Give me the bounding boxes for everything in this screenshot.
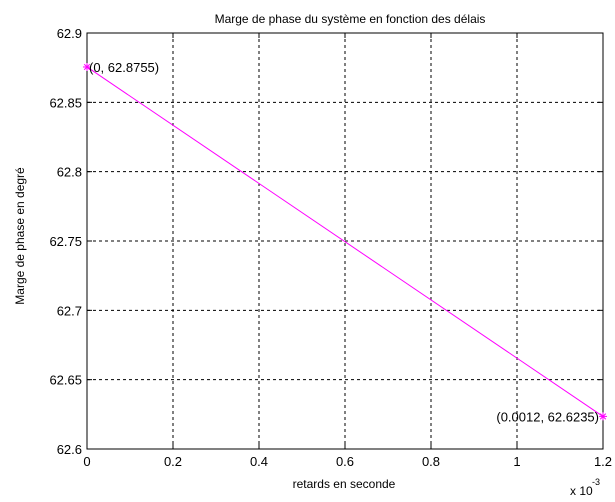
x-axis-multiplier: x 10 [570,484,593,497]
x-tick-label: 0.2 [164,454,182,469]
annotation-layer: (0, 62.8755) (0.0012, 62.6235) [89,60,599,424]
grid-layer [87,33,603,449]
x-tick-label: 0 [83,454,90,469]
x-tick-label: 1 [513,454,520,469]
series-layer [83,62,607,421]
x-axis-label: retards en seconde [293,477,396,491]
data-label: (0.0012, 62.6235) [496,409,599,424]
series-line [86,66,604,417]
x-tick-label: 0.4 [250,454,268,469]
x-tick-label: 0.8 [422,454,440,469]
ticks-layer: 0 0.2 0.4 0.6 0.8 1 1.2 62.6 62.65 62.7 62.75 62.8 6… [49,26,612,469]
x-tick-label: 1.2 [594,454,612,469]
data-point-marker [599,412,607,421]
chart-title: Marge de phase du système en fonction de… [215,12,486,26]
x-axis-multiplier-exponent: -3 [592,477,600,487]
data-label: (0, 62.8755) [89,60,159,75]
y-tick-label: 62.85 [49,95,82,110]
data-point-marker [83,62,91,71]
y-tick-label: 62.75 [49,234,82,249]
y-tick-label: 62.8 [57,165,82,180]
y-axis-label: Marge de phase en degré [13,167,27,305]
x-tick-label: 0.6 [336,454,354,469]
y-tick-label: 62.65 [49,373,82,388]
y-tick-label: 62.9 [57,26,82,41]
y-tick-label: 62.6 [57,442,82,457]
y-tick-label: 62.7 [57,303,82,318]
